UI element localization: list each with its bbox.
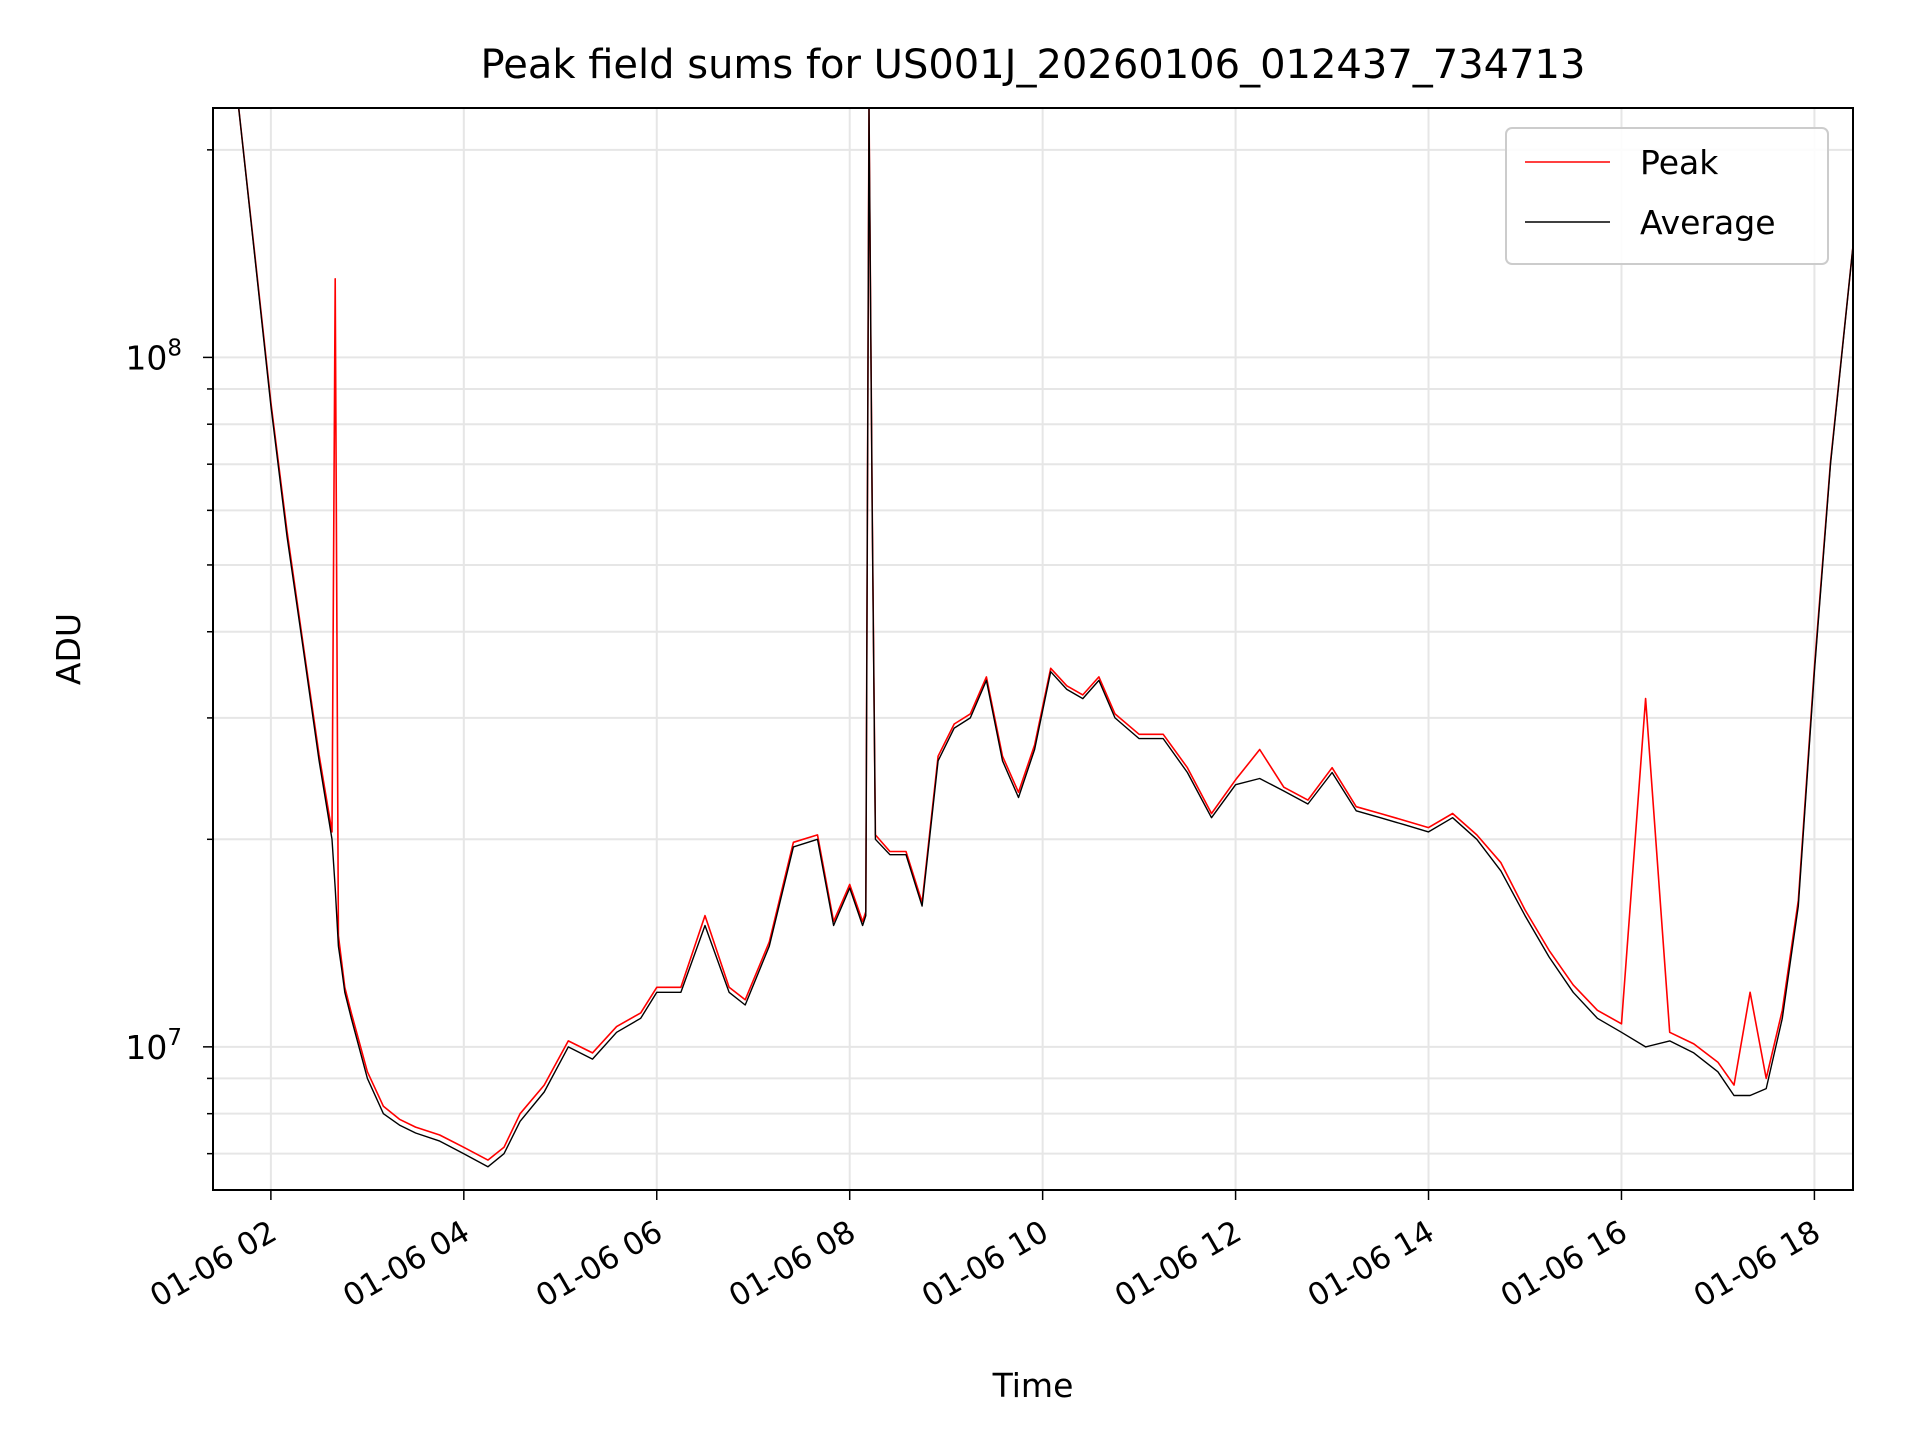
grid [213, 108, 1853, 1190]
legend: Peak Average [1505, 127, 1829, 265]
average-series-line [213, 107, 1854, 1168]
x-axis-label: Time [992, 1366, 1074, 1405]
y-tick-label: 108 [125, 335, 182, 377]
y-axis: 107 108 [125, 149, 213, 1155]
y-tick-label: 107 [125, 1025, 182, 1067]
legend-peak-label: Peak [1640, 143, 1719, 182]
chart-title: Peak field sums for US001J_20260106_0124… [481, 42, 1586, 88]
y-axis-label: ADU [49, 613, 88, 685]
series-layer [213, 107, 1854, 1168]
plot-frame [212, 107, 1854, 1191]
legend-average-label: Average [1640, 203, 1776, 242]
